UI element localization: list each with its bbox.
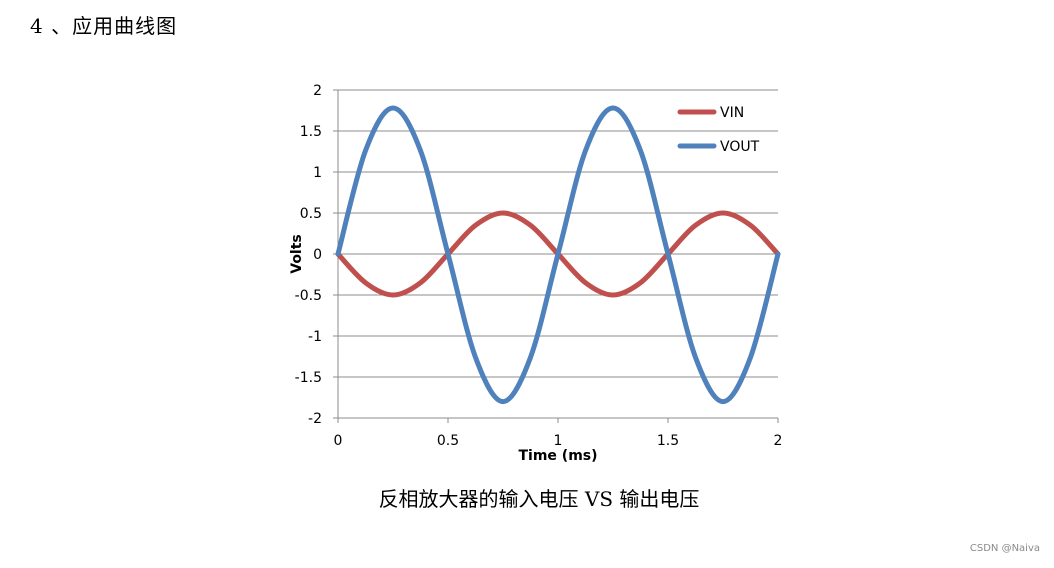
- y-tick-label: -1: [308, 329, 322, 345]
- x-tick-label: 0.5: [437, 433, 459, 449]
- x-axis-title: Time (ms): [518, 448, 597, 464]
- y-tick-label: 0.5: [300, 206, 322, 222]
- y-tick-label: 0: [313, 247, 322, 263]
- series-line-vout: [335, 105, 781, 405]
- y-tick-label: 1.5: [300, 124, 322, 140]
- watermark: CSDN @Naiva: [969, 543, 1040, 554]
- x-tick-label: 0: [334, 433, 343, 449]
- y-tick-label: -2: [308, 411, 322, 427]
- legend-label-vout: VOUT: [720, 139, 760, 155]
- y-tick-label: -1.5: [295, 370, 322, 386]
- figure-caption: 反相放大器的输入电压 VS 输出电压: [0, 483, 1054, 512]
- x-tick-label: 1: [554, 433, 563, 449]
- x-tick-label: 2: [774, 433, 783, 449]
- figure-caption-text: 反相放大器的输入电压 VS 输出电压: [378, 487, 700, 511]
- y-tick-label: -0.5: [295, 288, 322, 304]
- y-tick-label: 1: [313, 165, 322, 181]
- legend-label-vin: VIN: [720, 105, 744, 121]
- x-tick-label: 1.5: [657, 433, 679, 449]
- y-axis-title: Volts: [289, 234, 305, 274]
- section-heading: 4 、应用曲线图: [30, 14, 178, 38]
- y-tick-label: 2: [313, 83, 322, 99]
